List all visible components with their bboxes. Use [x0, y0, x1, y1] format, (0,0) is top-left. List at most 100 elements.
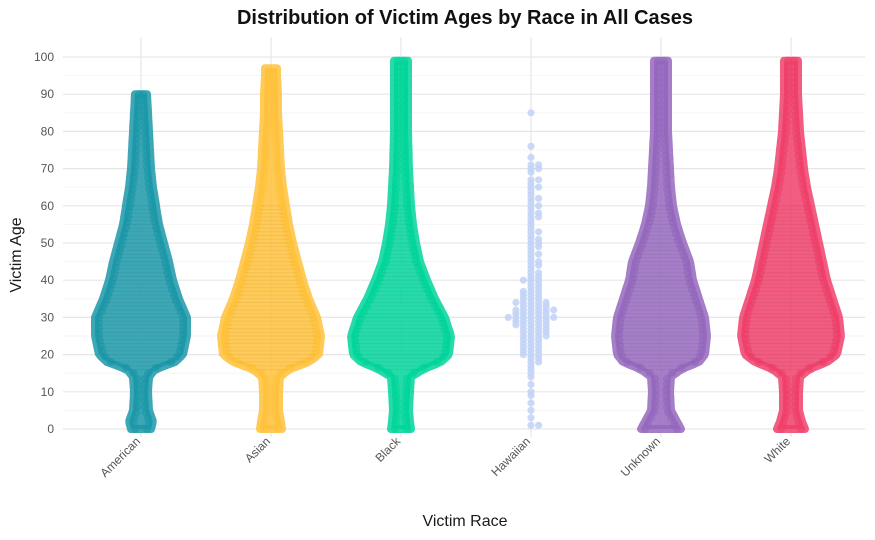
swarm-point: [400, 62, 408, 71]
swarm-point: [784, 62, 792, 71]
swarm-point: [777, 369, 786, 378]
swarm-point: [271, 374, 280, 383]
swarm-point: [392, 408, 401, 417]
swarm-point: [519, 276, 528, 284]
swarm-point: [107, 358, 115, 366]
y-tick-label: 50: [41, 236, 55, 250]
swarm-point: [400, 73, 408, 82]
swarm-point: [654, 106, 662, 115]
swarm-point: [660, 90, 668, 99]
swarm-point: [660, 101, 668, 110]
swarm-point: [782, 374, 791, 383]
swarm-point: [95, 330, 103, 339]
swarm-point: [286, 363, 294, 372]
chart-title: Distribution of Victim Ages by Race in A…: [237, 7, 693, 29]
y-tick-label: 30: [41, 310, 55, 324]
swarm-point: [133, 391, 142, 400]
swarm-point: [654, 56, 662, 65]
swarm-point: [400, 140, 409, 149]
swarm-point: [527, 109, 535, 117]
swarm-point: [400, 157, 409, 166]
swarm-point: [784, 90, 792, 99]
x-tick-label: White: [762, 434, 794, 466]
swarm-point: [221, 335, 230, 344]
swarm-point: [535, 176, 543, 184]
swarm-point: [400, 95, 408, 104]
swarm-point: [654, 79, 662, 87]
swarm-point: [400, 146, 409, 154]
swarm-point: [790, 62, 798, 71]
swarm-point: [535, 358, 543, 366]
swarm-point: [152, 363, 160, 372]
swarm-point: [394, 84, 402, 93]
swarm-point: [394, 90, 402, 99]
swarm-point: [270, 112, 279, 121]
swarm-point: [394, 62, 402, 71]
swarm-point: [660, 106, 668, 115]
swarm-point: [654, 95, 662, 104]
swarm-point: [400, 56, 408, 65]
swarm-point: [419, 363, 428, 372]
swarm-point: [270, 101, 278, 110]
swarm-point: [433, 358, 441, 366]
swarm-point: [527, 168, 535, 176]
swarm-point: [512, 321, 520, 329]
x-tick-label: American: [97, 434, 143, 480]
swarm-point: [400, 79, 408, 87]
swarm-point: [263, 397, 271, 406]
swarm-point: [400, 129, 409, 138]
swarm-point: [660, 79, 668, 87]
y-tick-label: 10: [41, 385, 55, 399]
swarm-point: [783, 402, 791, 411]
swarm-point: [550, 306, 558, 314]
swarm-point: [394, 79, 402, 87]
swarm-asian: [217, 64, 325, 433]
swarm-point: [400, 118, 408, 127]
swarm-point: [140, 391, 149, 400]
swarm-point: [805, 363, 814, 372]
swarm-point: [276, 369, 285, 378]
swarm-point: [270, 106, 278, 115]
swarm-point: [271, 397, 279, 406]
swarm-point: [269, 73, 278, 82]
swarm-point: [796, 369, 805, 378]
swarm-point: [784, 79, 792, 87]
swarm-point: [401, 408, 410, 417]
swarm-point: [654, 67, 662, 76]
swarm-point: [768, 363, 777, 372]
y-axis-title: Victim Age: [8, 217, 25, 292]
swarm-point: [400, 123, 408, 132]
swarm-point: [535, 165, 543, 173]
swarm-point: [393, 140, 402, 149]
swarm-point: [409, 369, 417, 378]
swarm-point: [662, 374, 671, 383]
swarm-point: [646, 369, 654, 378]
swarm-point: [269, 67, 277, 76]
x-axis-title: Victim Race: [422, 513, 507, 530]
swarm-black: [347, 56, 455, 433]
swarm-point: [790, 90, 798, 99]
swarm-point: [654, 123, 662, 132]
x-tick-label: Hawaiian: [488, 434, 533, 479]
swarm-point: [791, 397, 799, 406]
swarm-point: [660, 123, 668, 132]
swarm-point: [636, 363, 645, 372]
y-tick-label: 20: [41, 348, 55, 362]
swarm-point: [391, 374, 400, 383]
swarm-point: [233, 358, 241, 366]
swarm-point: [654, 90, 662, 99]
swarm-point: [400, 106, 408, 115]
swarm-point: [442, 335, 451, 344]
swarm-point: [179, 324, 187, 333]
swarm-point: [527, 406, 535, 414]
swarm-point: [784, 84, 792, 93]
swarm-point: [393, 129, 402, 138]
y-tick-label: 90: [41, 87, 55, 101]
swarm-unknown: [611, 56, 711, 433]
swarm-point: [527, 414, 535, 422]
swarm-point: [784, 67, 792, 76]
swarm-point: [550, 313, 558, 321]
y-tick-label: 40: [41, 273, 55, 287]
swarm-point: [400, 151, 409, 160]
